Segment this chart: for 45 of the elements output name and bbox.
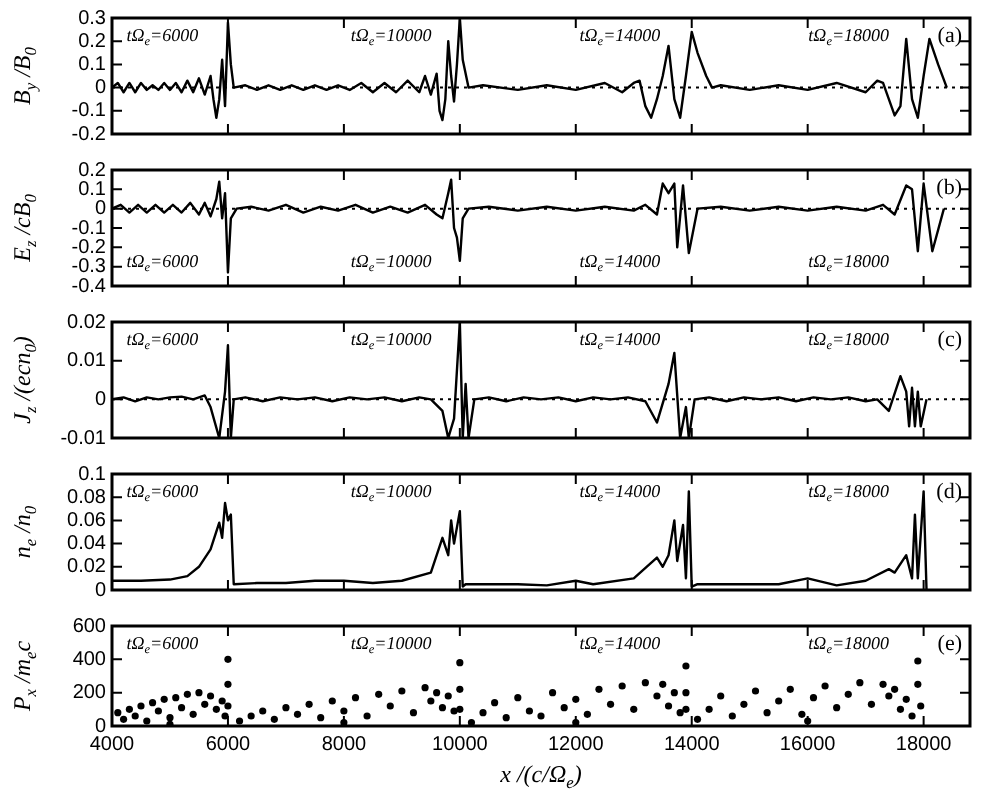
y-axis-title: Px /mec [8, 639, 40, 714]
x-tick-label: 14000 [663, 733, 721, 756]
y-axis-title: Ez /cB0 [8, 192, 40, 264]
y-tick-label: -0.01 [60, 427, 107, 450]
annotation: (b) [936, 175, 963, 200]
y-axis-title: ne /n0 [8, 504, 40, 559]
y-tick-label: 0.2 [78, 30, 107, 53]
y-tick-label: 0.1 [78, 53, 107, 76]
y-tick-label: -0.4 [71, 275, 107, 298]
y-tick-label: 0.1 [78, 463, 107, 486]
x-tick-label: 18000 [895, 733, 953, 756]
x-tick-label: 8000 [321, 733, 368, 756]
x-tick-label: 12000 [547, 733, 605, 756]
y-tick-label: 0 [94, 198, 107, 221]
y-tick-label: -0.1 [71, 100, 107, 123]
y-tick-label: 0.3 [78, 7, 107, 30]
y-tick-label: 400 [72, 648, 107, 671]
y-tick-label: 0 [94, 715, 107, 738]
y-tick-label: 0.01 [67, 350, 107, 373]
y-tick-label: 0.04 [67, 533, 107, 556]
y-tick-label: 0 [94, 579, 107, 602]
y-tick-label: 0 [94, 77, 107, 100]
annotation: (a) [937, 23, 963, 48]
x-tick-label: 6000 [205, 733, 252, 756]
y-tick-label: 0.06 [67, 509, 107, 532]
y-tick-label: 0.02 [67, 556, 107, 579]
annotation: (c) [937, 327, 963, 352]
x-tick-label: 10000 [432, 733, 489, 756]
annotation: (e) [937, 631, 963, 656]
y-tick-label: 0 [94, 388, 107, 411]
y-tick-label: 0.02 [67, 311, 107, 334]
y-tick-label: 0.1 [78, 178, 107, 201]
x-tick-label: 4000 [89, 733, 136, 756]
y-tick-label: -0.3 [71, 256, 107, 279]
y-tick-label: 0.08 [67, 486, 107, 509]
y-tick-label: -0.1 [71, 217, 107, 240]
y-tick-label: -0.2 [71, 123, 107, 146]
y-tick-label: 200 [72, 682, 107, 705]
y-tick-label: -0.2 [71, 236, 107, 259]
y-axis-title: Jz /(ecn0) [8, 336, 40, 424]
x-tick-label: 16000 [779, 733, 837, 756]
annotation: (d) [936, 479, 963, 504]
y-tick-label: 0.2 [78, 159, 107, 182]
y-tick-label: 600 [72, 615, 107, 638]
y-axis-title: By /B0 [8, 45, 40, 105]
